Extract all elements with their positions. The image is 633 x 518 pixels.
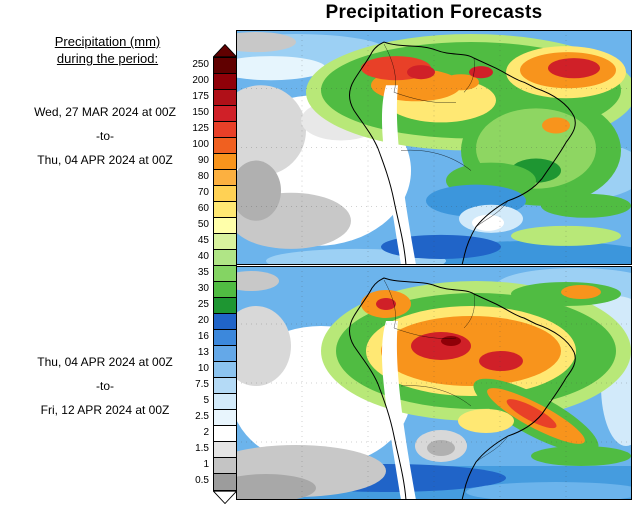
scale-cell-0.5 — [214, 474, 236, 490]
scale-label-25: 25 — [197, 299, 209, 310]
scale-label-60: 60 — [197, 203, 209, 214]
scale-label-250: 250 — [192, 59, 209, 70]
scale-cell-100 — [214, 138, 236, 154]
scale-cell-30 — [214, 282, 236, 298]
scale-cell-20 — [214, 314, 236, 330]
color-scale-bar — [213, 57, 237, 491]
scale-label-13: 13 — [197, 347, 209, 358]
scale-cell-2 — [214, 426, 236, 442]
scale-cell-175 — [214, 90, 236, 106]
scale-cell-200 — [214, 74, 236, 90]
scale-label-10: 10 — [197, 363, 209, 374]
scale-label-0.5: 0.5 — [195, 475, 209, 486]
color-scale-labels: 250 200 175 150 125 100 90 80 70 60 50 45 40 35 30 25 20… — [165, 57, 209, 491]
legend-heading-line2: during the period: — [56, 51, 159, 66]
period-2-separator: -to- — [96, 379, 114, 393]
scale-cell-250 — [214, 58, 236, 74]
scale-label-16: 16 — [197, 331, 209, 342]
period-1-end: Thu, 04 APR 2024 at 00Z — [37, 153, 173, 167]
scale-arrow-down — [213, 491, 237, 504]
forecast-map-week2 — [236, 266, 632, 500]
scale-label-175: 175 — [192, 91, 209, 102]
scale-arrow-up — [213, 44, 237, 57]
scale-label-125: 125 — [192, 123, 209, 134]
scale-cell-25 — [214, 298, 236, 314]
scale-label-200: 200 — [192, 75, 209, 86]
scale-label-7.5: 7.5 — [195, 379, 209, 390]
scale-label-80: 80 — [197, 171, 209, 182]
scale-label-45: 45 — [197, 235, 209, 246]
scale-label-2: 2 — [203, 427, 209, 438]
period-2-label: Thu, 04 APR 2024 at 00Z -to- Fri, 12 APR… — [0, 350, 210, 422]
scale-cell-125 — [214, 122, 236, 138]
scale-label-150: 150 — [192, 107, 209, 118]
scale-label-30: 30 — [197, 283, 209, 294]
period-1-start: Wed, 27 MAR 2024 at 00Z — [34, 105, 176, 119]
scale-cell-2.5 — [214, 410, 236, 426]
period-1-separator: -to- — [96, 129, 114, 143]
scale-label-1: 1 — [203, 459, 209, 470]
scale-label-1.5: 1.5 — [195, 443, 209, 454]
scale-cell-90 — [214, 154, 236, 170]
period-2-start: Thu, 04 APR 2024 at 00Z — [37, 355, 173, 369]
page-title: Precipitation Forecasts — [325, 2, 543, 23]
scale-cell-70 — [214, 186, 236, 202]
scale-cell-5 — [214, 394, 236, 410]
scale-label-40: 40 — [197, 251, 209, 262]
scale-cell-16 — [214, 330, 236, 346]
scale-cell-1 — [214, 458, 236, 474]
scale-cell-45 — [214, 234, 236, 250]
scale-cell-60 — [214, 202, 236, 218]
scale-label-20: 20 — [197, 315, 209, 326]
scale-cell-80 — [214, 170, 236, 186]
scale-label-2.5: 2.5 — [195, 411, 209, 422]
legend-heading-line1: Precipitation (mm) — [54, 34, 161, 49]
scale-label-70: 70 — [197, 187, 209, 198]
scale-label-100: 100 — [192, 139, 209, 150]
forecast-map-week1 — [236, 30, 632, 265]
scale-cell-40 — [214, 250, 236, 266]
scale-cell-1.5 — [214, 442, 236, 458]
scale-cell-150 — [214, 106, 236, 122]
scale-cell-50 — [214, 218, 236, 234]
scale-label-35: 35 — [197, 267, 209, 278]
legend-heading: Precipitation (mm) during the period: — [5, 33, 210, 67]
scale-cell-10 — [214, 362, 236, 378]
scale-cell-13 — [214, 346, 236, 362]
period-1-label: Wed, 27 MAR 2024 at 00Z -to- Thu, 04 APR… — [0, 100, 210, 172]
scale-label-5: 5 — [203, 395, 209, 406]
period-2-end: Fri, 12 APR 2024 at 00Z — [40, 403, 170, 417]
scale-label-50: 50 — [197, 219, 209, 230]
scale-label-90: 90 — [197, 155, 209, 166]
scale-cell-35 — [214, 266, 236, 282]
scale-cell-7.5 — [214, 378, 236, 394]
